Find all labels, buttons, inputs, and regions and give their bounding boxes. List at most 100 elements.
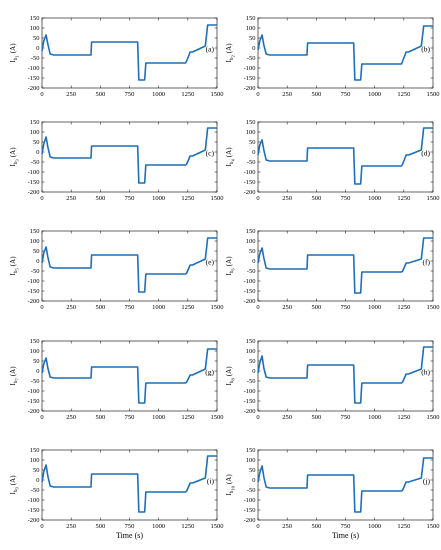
y-tick-label: -200 [28,189,40,196]
plot-frame [41,121,218,193]
x-tick-label: 500 [95,304,105,311]
panel-label: (g) [205,368,214,377]
y-axis-label: Ib9(A) [9,475,20,495]
x-axis-label: Time (s) [332,531,359,540]
x-axis-label: Time (s) [116,531,143,540]
panel-label: (h) [421,368,430,377]
series-line [257,457,433,513]
x-tick-label: 1000 [152,304,165,311]
y-tick-label: -200 [244,189,256,196]
y-axis-label: Ib10(A) [225,474,236,496]
y-label-main: I [9,164,17,167]
x-tick-label: 1500 [211,195,224,202]
y-axis-label: Ib7(A) [9,366,20,386]
y-tick-label: 150 [30,119,40,126]
series-line [41,348,217,404]
x-tick-label: 750 [125,414,135,421]
y-label-unit: (A) [9,43,17,53]
y-tick-label: -150 [244,398,256,405]
series-line [257,346,433,404]
x-tick-label: 0 [256,414,259,421]
x-tick-label: 500 [311,523,321,530]
plot-frame [41,449,218,521]
x-tick-label: 1500 [427,304,440,311]
x-tick-label: 500 [95,195,105,202]
x-tick-label: 1250 [397,523,410,530]
y-tick-label: 50 [249,35,256,42]
y-tick-label: 50 [249,358,256,365]
x-tick-label: 1250 [397,304,410,311]
y-tick-label: 100 [246,129,256,136]
y-tick-label: 100 [246,25,256,32]
series-line [41,455,217,513]
y-label-sub: b [229,380,235,383]
plot-frame [257,230,434,302]
x-tick-label: 500 [311,91,321,98]
y-tick-label: 0 [36,149,39,156]
panel-label: (j) [423,477,431,486]
series-line [41,24,217,81]
x-tick-label: 750 [341,304,351,311]
panel-label: (i) [207,477,215,486]
y-tick-label: -200 [244,408,256,415]
y-tick-label: 50 [33,358,40,365]
x-tick-label: 1000 [152,414,165,421]
y-label-sub: b [229,270,235,273]
y-label-unit: (A) [9,366,17,376]
panel-label: (e) [206,258,215,267]
y-label-sub: b [13,57,19,60]
y-label-main: I [9,273,17,276]
x-tick-label: 0 [256,91,259,98]
y-tick-label: 150 [246,338,256,345]
y-label-sub: b [229,490,235,493]
x-tick-label: 1250 [397,195,410,202]
y-tick-label: -150 [28,288,40,295]
x-tick-label: 1500 [211,91,224,98]
y-tick-label: 50 [249,467,256,474]
x-tick-label: 750 [341,91,351,98]
y-label-unit: (A) [9,147,17,157]
y-tick-label: 0 [252,368,255,375]
y-tick-label: 0 [252,258,255,265]
y-tick-label: 0 [252,45,255,52]
x-tick-label: 500 [311,195,321,202]
y-axis-label: Ib1 (A) [9,43,20,63]
y-tick-label: -150 [244,288,256,295]
x-tick-label: 0 [256,523,259,530]
x-tick-label: 0 [40,523,43,530]
y-tick-label: -150 [28,398,40,405]
x-tick-label: 250 [66,304,76,311]
chart-panel-b: 0 250 500 750 1000 1250 1500150100500-50-100-1… [225,15,440,98]
x-tick-label: 1500 [211,414,224,421]
x-tick-label: 250 [282,414,292,421]
series-line [257,237,433,294]
x-tick-label: 250 [66,523,76,530]
y-label-sub: b [229,57,235,60]
y-tick-label: 100 [246,348,256,355]
y-tick-label: -50 [247,159,256,166]
y-label-main: I [9,60,17,63]
y-tick-label: 150 [246,15,256,22]
y-tick-label: 100 [30,348,40,355]
y-tick-label: -150 [28,179,40,186]
series-line [257,25,433,81]
y-tick-label: 50 [33,139,40,146]
y-label-main: I [225,60,233,63]
y-tick-label: -100 [28,169,40,176]
y-tick-label: -200 [244,298,256,305]
panel-label: (c) [206,149,215,158]
y-tick-label: 100 [30,129,40,136]
plot-frame [257,340,434,412]
y-tick-label: 50 [249,139,256,146]
x-tick-label: 750 [125,523,135,530]
x-tick-label: 250 [282,91,292,98]
y-label-main: I [225,493,233,496]
y-tick-label: -150 [28,75,40,82]
chart-panel-i: 0 250 500 750 1000 1250 1500150100500-50-100-1… [9,447,224,540]
y-tick-label: -150 [28,507,40,514]
x-tick-label: 0 [40,195,43,202]
y-label-subsub: 3 [15,158,20,161]
y-label-sub: b [13,489,19,492]
y-tick-label: -50 [247,378,256,385]
y-tick-label: 100 [30,25,40,32]
